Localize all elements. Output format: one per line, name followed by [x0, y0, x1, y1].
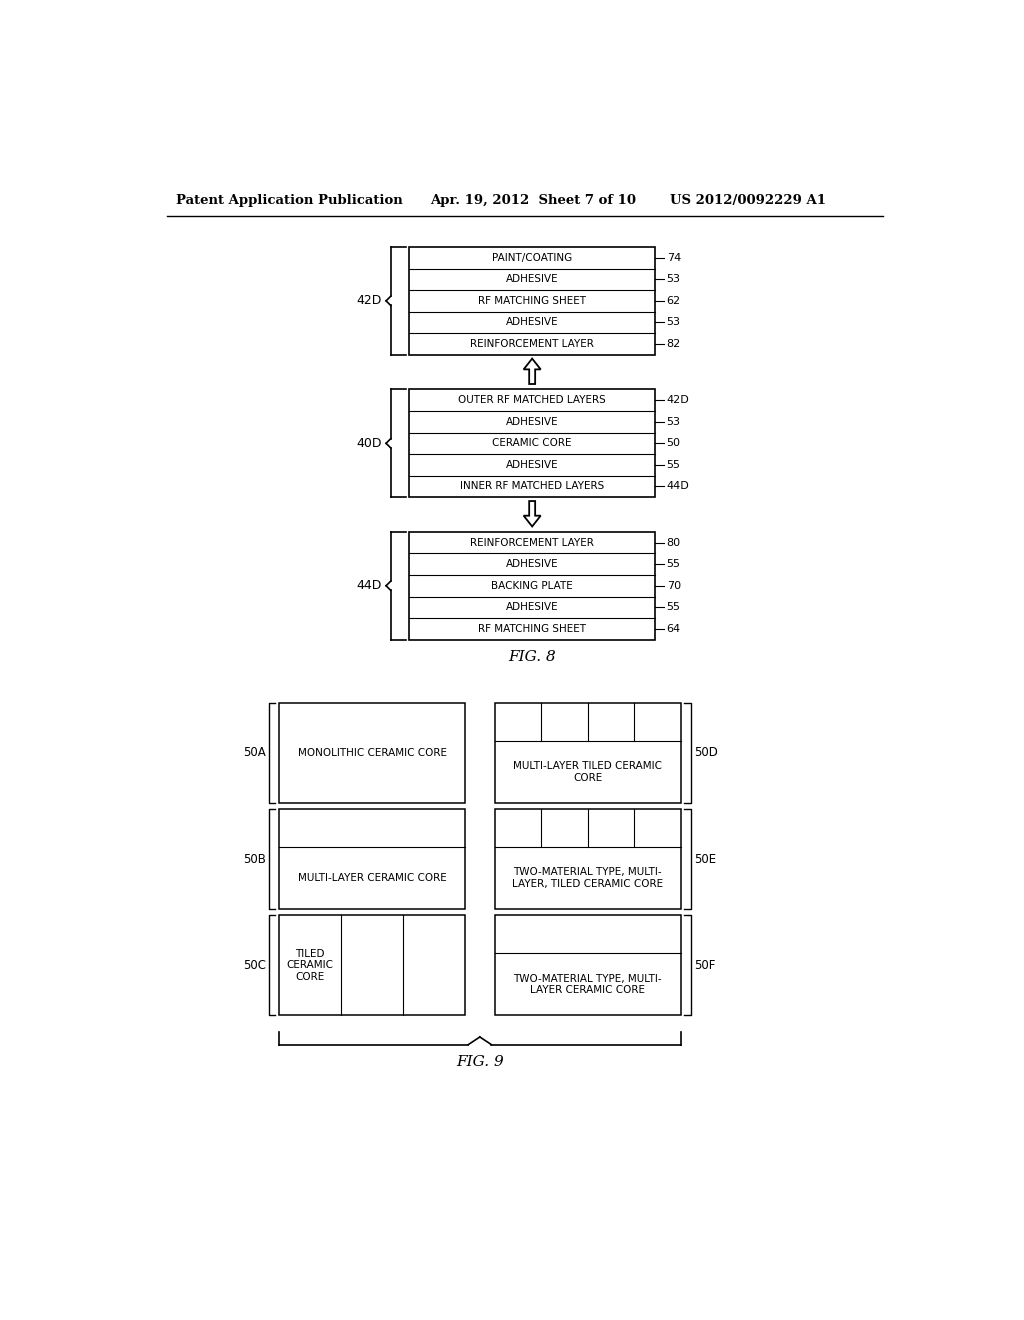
Text: MONOLITHIC CERAMIC CORE: MONOLITHIC CERAMIC CORE [298, 748, 446, 758]
Text: 50B: 50B [243, 853, 266, 866]
Text: 62: 62 [667, 296, 681, 306]
Text: Apr. 19, 2012  Sheet 7 of 10: Apr. 19, 2012 Sheet 7 of 10 [430, 194, 636, 207]
Text: 50F: 50F [693, 958, 715, 972]
Bar [495, 809, 681, 909]
Text: CERAMIC CORE: CERAMIC CORE [493, 438, 572, 449]
Text: 55: 55 [667, 602, 681, 612]
Text: BACKING PLATE: BACKING PLATE [492, 581, 573, 591]
Text: ADHESIVE: ADHESIVE [506, 317, 558, 327]
Text: TWO-MATERIAL TYPE, MULTI-
LAYER, TILED CERAMIC CORE: TWO-MATERIAL TYPE, MULTI- LAYER, TILED C… [512, 867, 664, 888]
Bar [495, 915, 681, 1015]
Text: RF MATCHING SHEET: RF MATCHING SHEET [478, 624, 586, 634]
Text: 44D: 44D [667, 482, 689, 491]
Text: Patent Application Publication: Patent Application Publication [176, 194, 402, 207]
Text: REINFORCEMENT LAYER: REINFORCEMENT LAYER [470, 339, 594, 348]
Bar [410, 247, 655, 355]
Bar [280, 702, 465, 803]
Text: 74: 74 [667, 252, 681, 263]
Text: 80: 80 [667, 537, 681, 548]
Bar [410, 532, 655, 640]
Text: FIG. 9: FIG. 9 [456, 1055, 504, 1069]
Text: 50D: 50D [693, 746, 718, 759]
Text: 55: 55 [667, 459, 681, 470]
Text: RF MATCHING SHEET: RF MATCHING SHEET [478, 296, 586, 306]
Text: US 2012/0092229 A1: US 2012/0092229 A1 [671, 194, 826, 207]
Text: TWO-MATERIAL TYPE, MULTI-
LAYER CERAMIC CORE: TWO-MATERIAL TYPE, MULTI- LAYER CERAMIC … [513, 974, 662, 995]
Text: TILED
CERAMIC
CORE: TILED CERAMIC CORE [287, 949, 334, 982]
Text: 53: 53 [667, 317, 681, 327]
Text: 40D: 40D [356, 437, 382, 450]
Text: MULTI-LAYER TILED CERAMIC
CORE: MULTI-LAYER TILED CERAMIC CORE [513, 762, 663, 783]
Bar [280, 809, 465, 909]
Text: 82: 82 [667, 339, 681, 348]
Text: 53: 53 [667, 417, 681, 426]
Text: 55: 55 [667, 560, 681, 569]
Text: REINFORCEMENT LAYER: REINFORCEMENT LAYER [470, 537, 594, 548]
Text: 50C: 50C [243, 958, 266, 972]
Text: ADHESIVE: ADHESIVE [506, 275, 558, 284]
Text: ADHESIVE: ADHESIVE [506, 459, 558, 470]
Text: 50E: 50E [693, 853, 716, 866]
Text: 64: 64 [667, 624, 681, 634]
Text: OUTER RF MATCHED LAYERS: OUTER RF MATCHED LAYERS [459, 395, 606, 405]
Text: 50: 50 [667, 438, 681, 449]
Text: ADHESIVE: ADHESIVE [506, 417, 558, 426]
Bar [280, 915, 465, 1015]
Bar [410, 389, 655, 498]
Text: PAINT/COATING: PAINT/COATING [493, 252, 572, 263]
Text: 42D: 42D [667, 395, 689, 405]
Polygon shape [523, 359, 541, 384]
Polygon shape [523, 502, 541, 527]
Text: 70: 70 [667, 581, 681, 591]
Text: ADHESIVE: ADHESIVE [506, 560, 558, 569]
Text: ADHESIVE: ADHESIVE [506, 602, 558, 612]
Bar [495, 702, 681, 803]
Text: INNER RF MATCHED LAYERS: INNER RF MATCHED LAYERS [460, 482, 604, 491]
Text: 42D: 42D [356, 294, 382, 308]
Text: 53: 53 [667, 275, 681, 284]
Text: 50A: 50A [244, 746, 266, 759]
Text: 44D: 44D [356, 579, 382, 593]
Text: FIG. 8: FIG. 8 [508, 649, 556, 664]
Text: MULTI-LAYER CERAMIC CORE: MULTI-LAYER CERAMIC CORE [298, 873, 446, 883]
